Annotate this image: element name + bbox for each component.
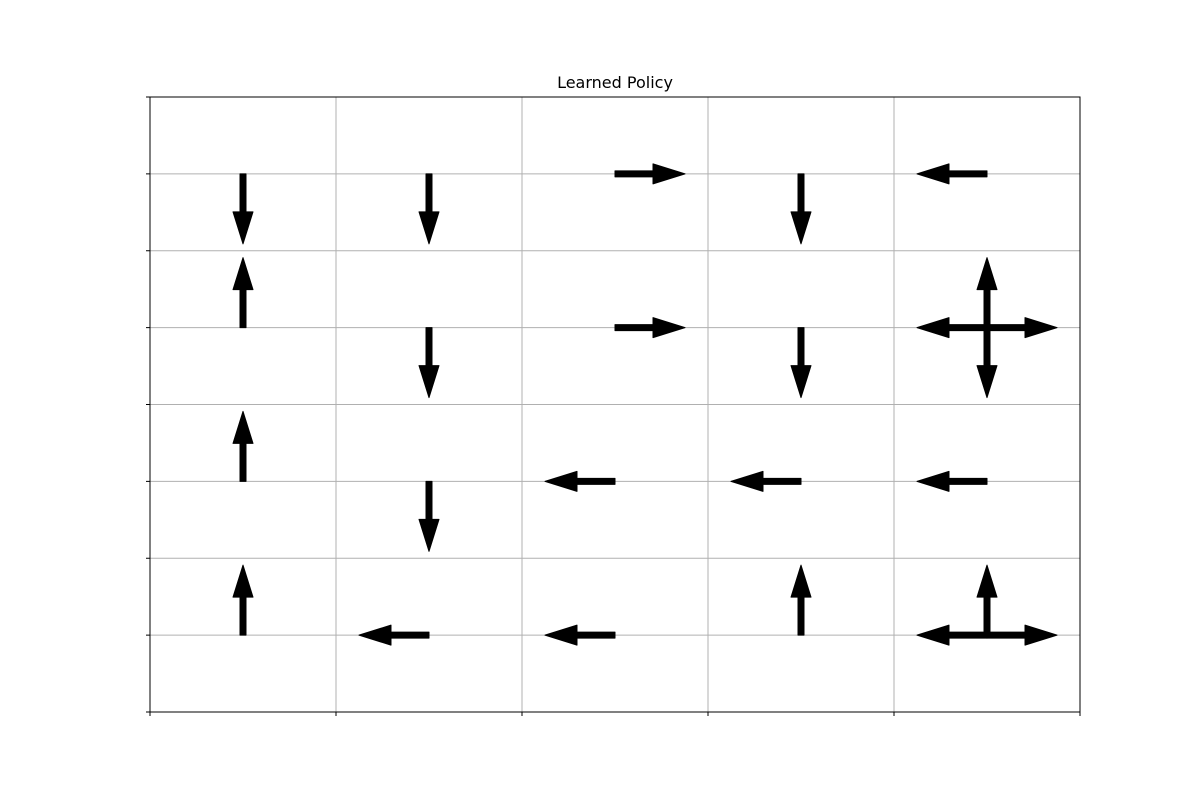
policy-arrow-down xyxy=(418,480,440,552)
policy-arrow-up xyxy=(232,257,254,329)
policy-arrow-left xyxy=(544,470,616,492)
policy-arrow-left xyxy=(358,624,430,646)
policy-arrow-left xyxy=(916,470,988,492)
policy-arrow-right xyxy=(986,317,1058,339)
policy-arrow-up xyxy=(232,564,254,636)
policy-arrow-down xyxy=(976,327,998,399)
policy-arrow-left xyxy=(544,624,616,646)
arrow-layer xyxy=(232,163,1058,646)
policy-arrow-down xyxy=(232,173,254,245)
policy-arrow-up xyxy=(790,564,812,636)
policy-arrow-up xyxy=(976,257,998,329)
policy-arrow-down xyxy=(790,327,812,399)
axes-layer xyxy=(146,96,1081,716)
policy-arrow-down xyxy=(790,173,812,245)
policy-arrow-up xyxy=(976,564,998,636)
policy-arrow-left xyxy=(916,624,988,646)
policy-arrow-left xyxy=(916,317,988,339)
policy-arrow-left xyxy=(730,470,802,492)
policy-arrow-down xyxy=(418,173,440,245)
policy-arrow-up xyxy=(232,410,254,482)
policy-arrow-left xyxy=(916,163,988,185)
policy-arrow-right xyxy=(986,624,1058,646)
plot-area xyxy=(146,96,1081,716)
policy-arrow-down xyxy=(418,327,440,399)
policy-arrow-right xyxy=(614,163,686,185)
policy-arrow-right xyxy=(614,317,686,339)
chart-title: Learned Policy xyxy=(557,73,673,92)
